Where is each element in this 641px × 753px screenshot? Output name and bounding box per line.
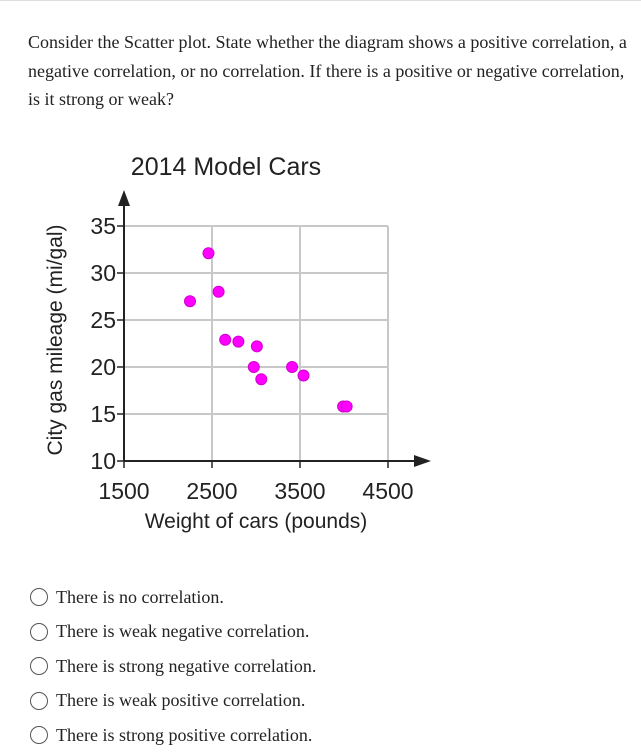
x-tick-label: 1500 (98, 478, 149, 504)
option-label: There is no correlation. (56, 586, 224, 607)
x-tick-label: 2500 (186, 478, 237, 504)
x-tick-label: 4500 (362, 478, 413, 504)
question-text: Consider the Scatter plot. State whether… (28, 32, 627, 109)
y-axis-arrow (118, 190, 130, 206)
y-tick-label: 15 (90, 401, 116, 427)
option-label: There is strong negative correlation. (56, 655, 317, 676)
option-weak-positive[interactable]: There is weak positive correlation. (30, 684, 316, 719)
radio-button[interactable] (30, 622, 48, 641)
y-tick-label: 25 (90, 307, 116, 333)
answer-options: There is no correlation. There is weak n… (30, 580, 316, 753)
data-point (212, 285, 225, 298)
option-strong-positive[interactable]: There is strong positive correlation. (30, 718, 316, 753)
option-label: There is weak negative correlation. (56, 621, 310, 642)
top-divider (0, 0, 641, 1)
y-tick-label: 35 (90, 213, 116, 239)
option-label: There is strong positive correlation. (56, 724, 313, 745)
data-point (286, 361, 299, 373)
radio-button[interactable] (30, 726, 48, 745)
data-point (247, 361, 260, 373)
data-point (202, 247, 215, 260)
y-tick-label: 10 (90, 448, 116, 474)
option-no-correlation[interactable]: There is no correlation. (30, 580, 316, 615)
y-tick-label: 30 (90, 260, 116, 286)
data-point (232, 335, 245, 348)
option-label: There is weak positive correlation. (56, 690, 306, 711)
y-axis-label: City gas mileage (mi/gal) (44, 224, 67, 455)
radio-button[interactable] (30, 691, 48, 710)
data-point (297, 369, 310, 382)
data-point (184, 295, 196, 308)
option-weak-negative[interactable]: There is weak negative correlation. (30, 615, 316, 650)
x-tick-label: 3500 (274, 478, 325, 504)
radio-button[interactable] (30, 657, 48, 676)
x-axis-arrow (414, 455, 431, 467)
data-point (219, 333, 232, 346)
radio-button[interactable] (30, 588, 48, 607)
data-point (340, 400, 353, 413)
data-point (255, 373, 268, 386)
scatter-chart: 2014 Model Cars City gas mileage (mi/gal… (44, 153, 431, 533)
y-tick-label: 20 (90, 354, 116, 380)
chart-title: 2014 Model Cars (131, 153, 321, 181)
option-strong-negative[interactable]: There is strong negative correlation. (30, 649, 316, 684)
data-point (250, 340, 263, 353)
x-axis-label: Weight of cars (pounds) (145, 510, 368, 533)
